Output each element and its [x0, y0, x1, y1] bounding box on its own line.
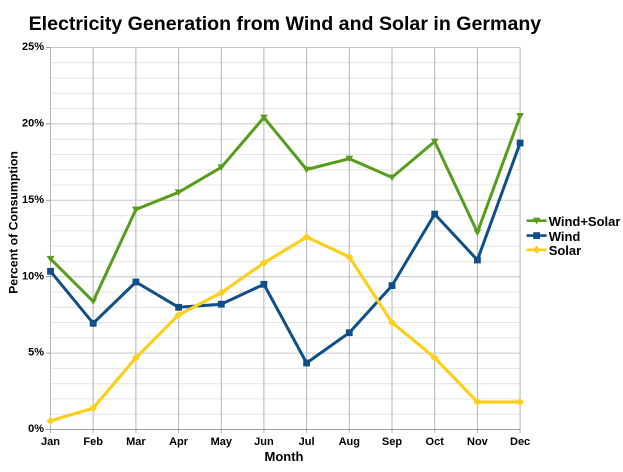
- svg-text:Nov: Nov: [467, 436, 489, 448]
- svg-text:Feb: Feb: [83, 436, 103, 448]
- svg-text:Wind+Solar: Wind+Solar: [549, 214, 621, 229]
- svg-text:Oct: Oct: [426, 436, 445, 448]
- svg-text:Month: Month: [265, 449, 304, 464]
- svg-text:May: May: [211, 436, 233, 448]
- svg-text:10%: 10%: [22, 270, 44, 282]
- svg-text:Sep: Sep: [382, 436, 402, 448]
- svg-text:Wind: Wind: [549, 229, 581, 244]
- svg-text:Jan: Jan: [41, 436, 60, 448]
- svg-text:Aug: Aug: [339, 436, 360, 448]
- svg-text:Jul: Jul: [299, 436, 315, 448]
- svg-text:Apr: Apr: [169, 436, 189, 448]
- svg-text:5%: 5%: [28, 347, 44, 359]
- svg-text:25%: 25%: [22, 41, 44, 53]
- svg-text:Percent of Consumption: Percent of Consumption: [7, 151, 21, 294]
- svg-text:Jun: Jun: [254, 436, 274, 448]
- svg-text:Mar: Mar: [126, 436, 146, 448]
- svg-text:Dec: Dec: [510, 436, 530, 448]
- svg-text:20%: 20%: [22, 118, 44, 130]
- svg-text:15%: 15%: [22, 194, 44, 206]
- svg-text:Electricity Generation from Wi: Electricity Generation from Wind and Sol…: [29, 13, 542, 35]
- svg-text:0%: 0%: [28, 423, 44, 435]
- svg-text:Solar: Solar: [549, 243, 582, 258]
